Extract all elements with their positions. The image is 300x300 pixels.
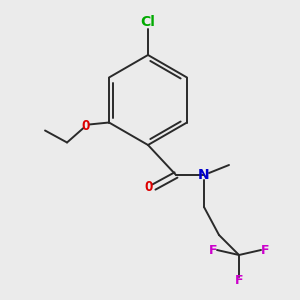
Text: F: F (209, 244, 217, 256)
Text: F: F (235, 274, 243, 287)
Text: F: F (261, 244, 269, 256)
Text: O: O (145, 180, 153, 194)
Text: Cl: Cl (141, 15, 155, 29)
Text: O: O (82, 118, 90, 133)
Text: N: N (198, 168, 210, 182)
